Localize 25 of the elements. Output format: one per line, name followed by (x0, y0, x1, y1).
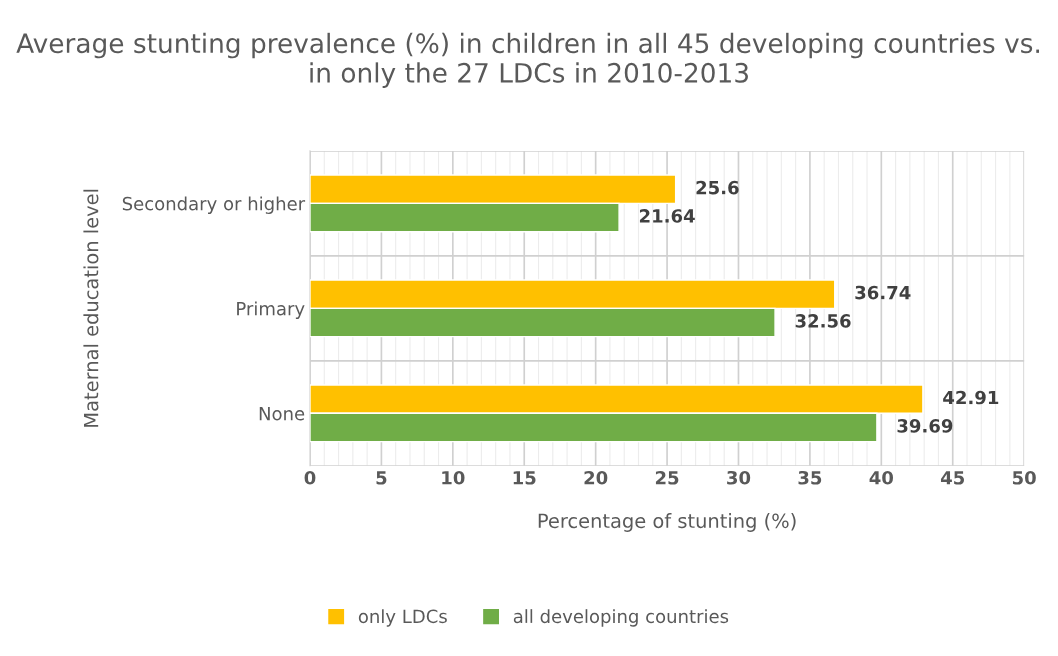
x-tick-label: 30 (727, 470, 751, 485)
data-label: 32.56 (795, 314, 851, 328)
data-label: 36.74 (855, 285, 911, 300)
x-tick-label: 20 (584, 470, 608, 485)
data-label: 42.91 (943, 390, 999, 405)
legend-label: all developing countries (513, 609, 729, 627)
x-tick-label: 25 (655, 470, 679, 485)
x-axis-title: Percentage of stunting (%) (538, 513, 796, 532)
x-tick-label: 5 (376, 471, 387, 485)
data-label: 21.64 (639, 209, 695, 223)
legend-label: only LDCs (358, 609, 447, 627)
x-tick-label: 0 (304, 470, 316, 485)
x-tick-label: 50 (1012, 470, 1036, 485)
data-label: 39.69 (897, 419, 953, 433)
y-tick-label: Primary (237, 301, 305, 319)
x-tick-label: 35 (798, 470, 822, 485)
x-tick-label: 10 (442, 470, 465, 485)
data-label: 25.6 (696, 180, 739, 195)
y-tick-label: Secondary or higher (122, 196, 306, 214)
x-tick-label: 15 (513, 471, 536, 485)
y-tick-label: None (259, 406, 305, 421)
x-tick-label: 40 (869, 470, 894, 485)
y-axis-title: Maternal education level (83, 189, 99, 427)
x-tick-label: 45 (940, 471, 965, 485)
chart-title: Average stunting prevalence (%) in children in all 45 developing countries vs. in only the 27 LDCs in 2010-2013 (16, 32, 1039, 88)
